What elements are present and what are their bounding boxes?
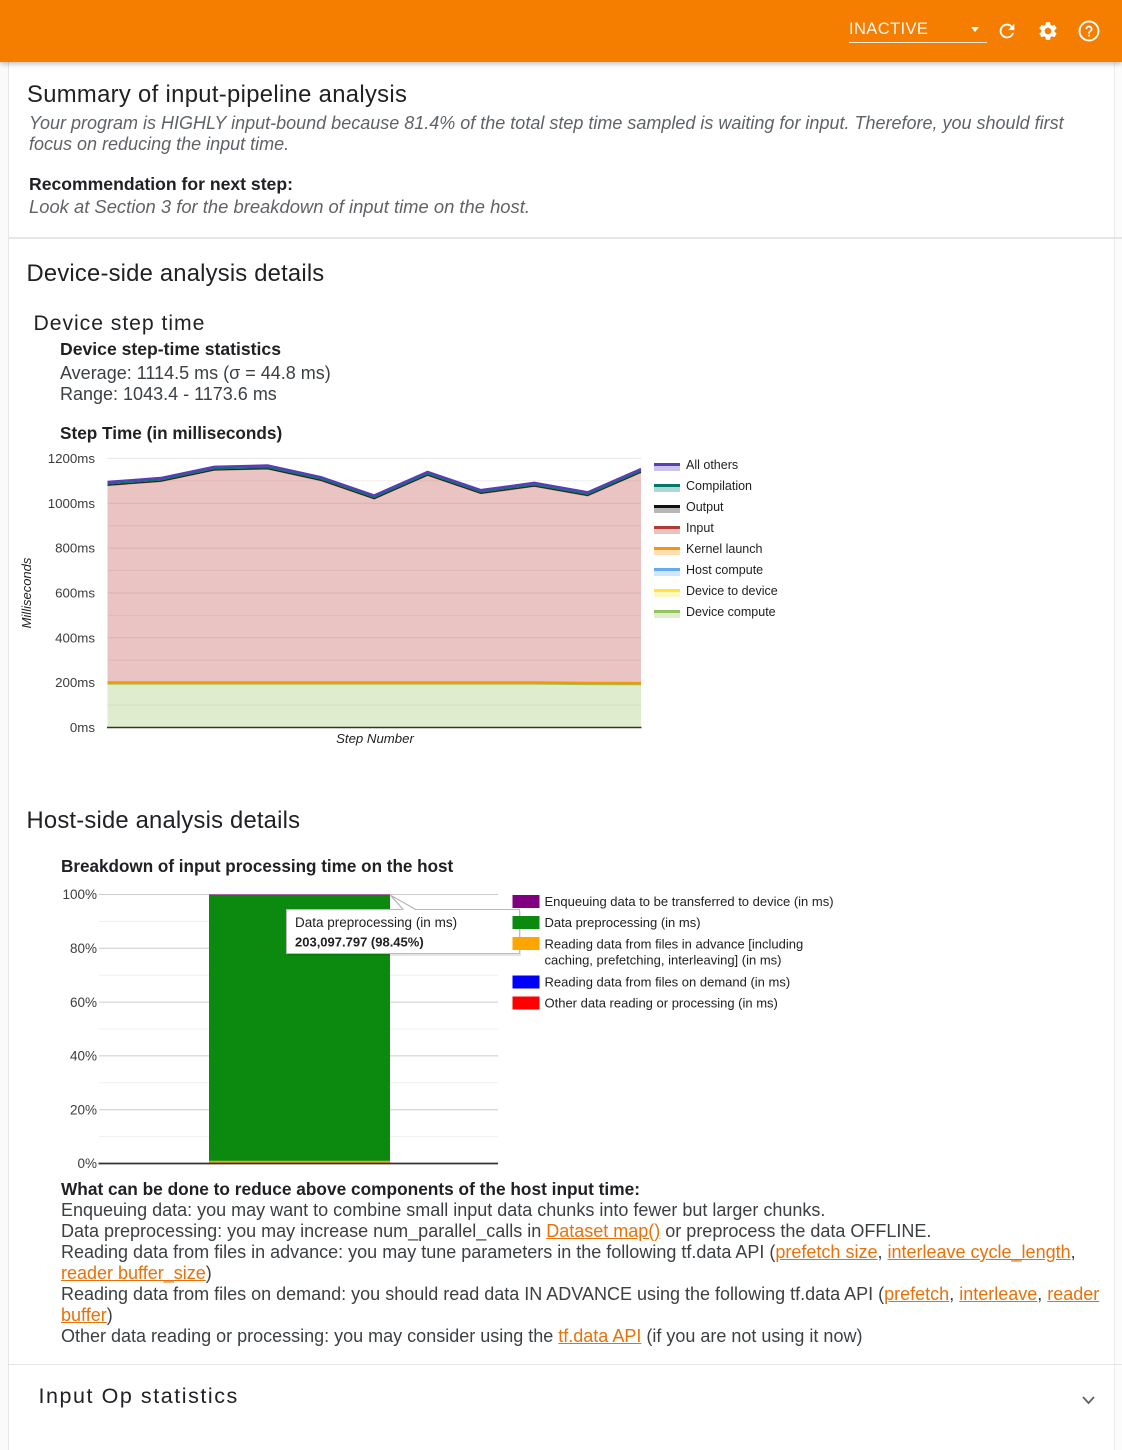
svg-text:203,097.797 (98.45%): 203,097.797 (98.45%) <box>295 935 424 950</box>
svg-text:Device to device: Device to device <box>686 584 778 598</box>
svg-text:0ms: 0ms <box>70 720 95 735</box>
svg-text:800ms: 800ms <box>55 541 95 556</box>
svg-text:Data preprocessing (in ms): Data preprocessing (in ms) <box>295 915 457 930</box>
svg-text:0%: 0% <box>77 1156 97 1171</box>
svg-text:All others: All others <box>686 458 738 472</box>
svg-text:40%: 40% <box>70 1049 97 1064</box>
svg-text:1000ms: 1000ms <box>48 496 96 511</box>
svg-text:Reading data from files on dem: Reading data from files on demand (in ms… <box>545 975 791 990</box>
svg-text:Output: Output <box>686 500 724 514</box>
svg-text:Other data reading or processi: Other data reading or processing (in ms) <box>545 996 778 1011</box>
svg-text:Data preprocessing (in ms): Data preprocessing (in ms) <box>545 915 701 930</box>
svg-text:Device compute: Device compute <box>686 605 776 619</box>
svg-text:Host compute: Host compute <box>686 563 763 577</box>
svg-text:Step Number: Step Number <box>336 731 414 746</box>
svg-text:Milliseconds: Milliseconds <box>19 557 34 628</box>
svg-text:1200ms: 1200ms <box>48 451 96 466</box>
svg-text:Enqueuing data to be transferr: Enqueuing data to be transferred to devi… <box>545 894 834 909</box>
svg-text:Input: Input <box>686 521 714 535</box>
svg-text:80%: 80% <box>70 941 97 956</box>
svg-text:Reading data from files in adv: Reading data from files in advance [incl… <box>545 937 804 952</box>
svg-text:600ms: 600ms <box>55 586 95 601</box>
svg-text:200ms: 200ms <box>55 675 95 690</box>
svg-text:20%: 20% <box>70 1102 97 1117</box>
svg-text:60%: 60% <box>70 995 97 1010</box>
svg-text:100%: 100% <box>62 887 97 902</box>
svg-text:caching, prefetching, interlea: caching, prefetching, interleaving] (in … <box>545 953 782 968</box>
svg-text:Kernel launch: Kernel launch <box>686 542 762 556</box>
svg-text:Compilation: Compilation <box>686 479 752 493</box>
svg-text:400ms: 400ms <box>55 630 95 645</box>
